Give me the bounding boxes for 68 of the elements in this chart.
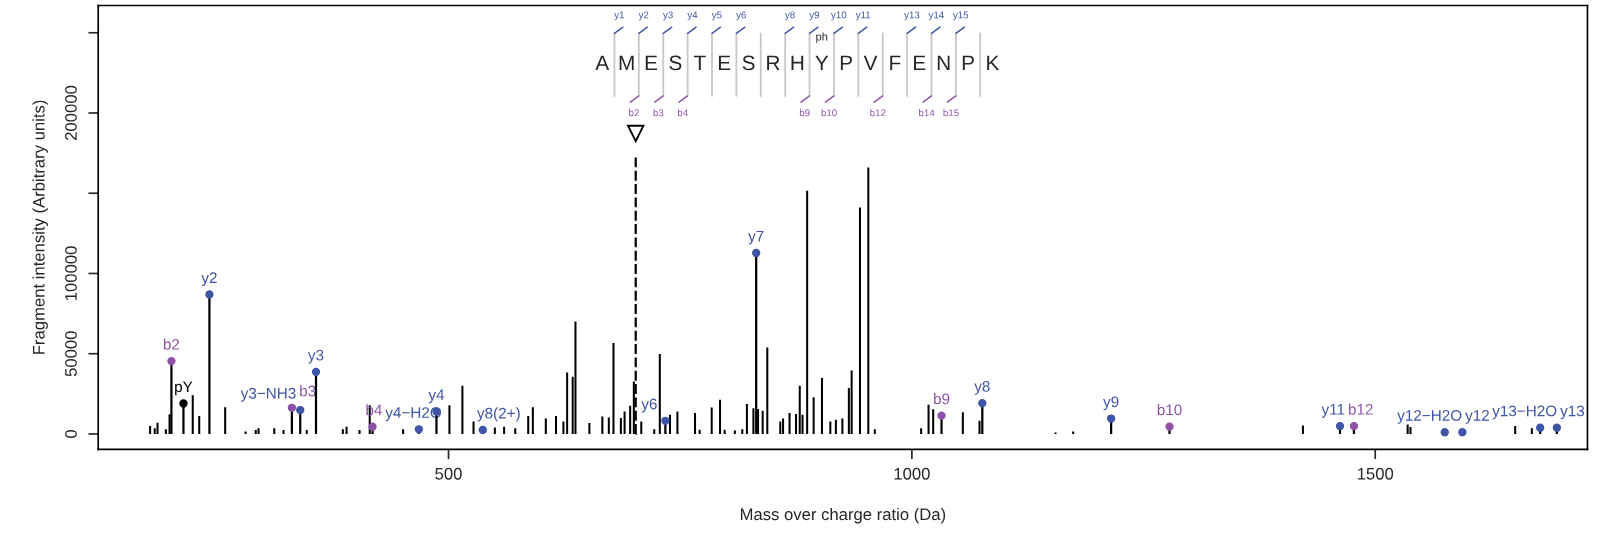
annotation: Y: [815, 55, 829, 71]
data-label: y12−H2O: [1397, 410, 1462, 424]
y-tick-label: 0: [65, 429, 77, 438]
annotation: y3: [662, 11, 673, 21]
annotation: V: [863, 55, 878, 71]
annotation: T: [693, 55, 706, 71]
annotation: y8: [784, 11, 795, 21]
annotation: K: [987, 55, 1000, 71]
y-tick-label: 200000: [65, 85, 77, 140]
data-label: y11: [1321, 404, 1345, 418]
annotation: H: [791, 55, 804, 71]
data-label: b12: [1348, 403, 1373, 415]
annotation: A: [595, 55, 610, 71]
annotation: y4: [687, 11, 698, 21]
data-label: y13: [1560, 405, 1585, 420]
annotation: b3: [653, 109, 664, 117]
x-tick-label: 500: [435, 467, 462, 480]
annotation: b12: [870, 109, 886, 117]
data-label: y2: [201, 272, 217, 287]
annotation: y6: [736, 11, 746, 21]
annotation: P: [840, 55, 852, 71]
annotation: M: [619, 55, 634, 71]
data-label: y4: [428, 389, 445, 404]
y-tick-label: 50000: [65, 331, 77, 377]
data-label: y13−H2O: [1492, 405, 1557, 420]
data-label: y3: [307, 349, 324, 364]
data-label: y12: [1465, 410, 1489, 424]
data-label: b10: [1157, 404, 1182, 416]
data-label: y8: [974, 380, 990, 395]
x-tick-label: 1000: [894, 467, 930, 480]
data-label: b9: [934, 393, 950, 405]
x-tick-label: 1500: [1357, 467, 1394, 480]
annotation: ph: [816, 32, 828, 43]
annotation: R: [767, 55, 780, 71]
annotation: y2: [638, 11, 649, 21]
annotation: b10: [821, 109, 837, 117]
y-axis-title: Fragment intensity (Arbitrary units): [32, 100, 48, 354]
annotation: b9: [799, 109, 810, 117]
data-label: b3: [300, 385, 316, 397]
annotation: P: [962, 55, 974, 71]
data-label: b2: [163, 338, 180, 350]
annotation: b2: [629, 109, 639, 117]
annotation: N: [937, 55, 950, 71]
annotation: y14: [928, 11, 944, 21]
annotation: y10: [831, 11, 847, 21]
annotation: y1: [614, 11, 624, 21]
y-tick-label: 100000: [65, 246, 77, 301]
annotation: E: [914, 55, 926, 71]
annotation: E: [645, 55, 658, 71]
data-label: pY: [175, 381, 193, 396]
data-label: y8(2+): [476, 407, 520, 422]
x-axis-title: Mass over charge ratio (Da): [740, 507, 946, 524]
annotation: b14: [919, 109, 935, 117]
annotation: y5: [711, 11, 722, 21]
annotation: b4: [677, 109, 688, 117]
data-label: y7: [748, 230, 764, 245]
annotation: S: [742, 55, 755, 71]
data-label: y9: [1103, 396, 1119, 411]
annotation: y13: [904, 11, 920, 21]
annotation: S: [669, 55, 682, 71]
annotation: E: [718, 55, 731, 71]
annotation: y15: [952, 11, 969, 21]
annotation: y11: [855, 11, 871, 21]
data-label: y6: [641, 398, 657, 413]
annotation: b15: [943, 109, 959, 117]
data-label: y3−NH3: [240, 387, 296, 402]
annotation: y9: [809, 11, 820, 21]
annotation: F: [890, 55, 901, 71]
